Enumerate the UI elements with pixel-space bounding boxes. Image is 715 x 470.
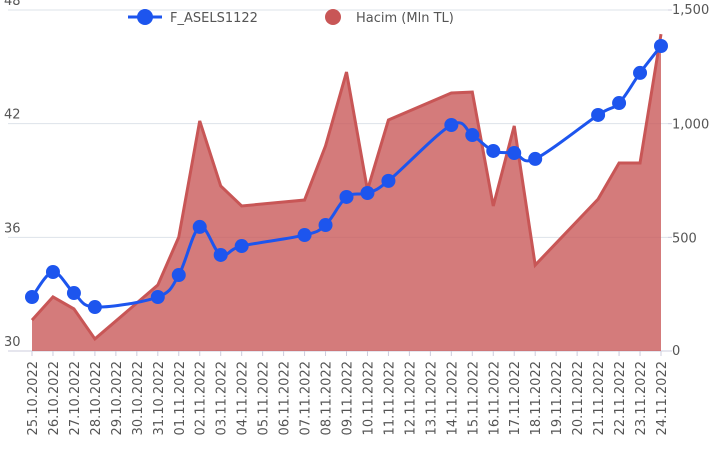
x-tick-label: 12.11.2022	[403, 361, 418, 435]
point	[507, 146, 522, 161]
point	[45, 265, 60, 280]
x-tick-label: 02.11.2022	[194, 361, 209, 435]
x-tick-label: 29.10.2022	[110, 361, 125, 435]
x-tick-label: 04.11.2022	[236, 361, 251, 435]
point	[381, 173, 396, 188]
point	[213, 247, 228, 262]
point	[360, 186, 375, 201]
point	[87, 300, 102, 315]
legend-item: F_ASELS1122	[128, 9, 258, 26]
y2-tick-label: 1,500	[672, 3, 709, 18]
x-tick-label: 07.11.2022	[299, 361, 314, 435]
x-tick-label: 18.11.2022	[529, 361, 544, 435]
x-tick-label: 25.10.2022	[26, 361, 41, 435]
x-tick-label: 27.10.2022	[68, 361, 83, 435]
legend-item: Hacim (Mln TL)	[325, 9, 454, 26]
point	[150, 290, 165, 305]
point	[444, 117, 459, 132]
x-tick-label: 24.11.2022	[655, 361, 670, 435]
x-tick-label: 11.11.2022	[382, 361, 397, 435]
legend-symbol	[325, 9, 341, 25]
x-tick-label: 06.11.2022	[278, 361, 293, 435]
point	[66, 286, 81, 301]
x-tick-label: 23.11.2022	[634, 361, 649, 435]
x-tick-label: 28.10.2022	[89, 361, 104, 435]
y-tick-label: 42	[4, 108, 21, 123]
legend-label: F_ASELS1122	[170, 11, 258, 26]
x-tick-label: 05.11.2022	[257, 361, 272, 435]
point	[234, 239, 249, 254]
y-tick-label: 48	[4, 0, 21, 9]
x-tick-label: 19.11.2022	[550, 361, 565, 435]
y2-tick-label: 500	[672, 231, 697, 246]
x-tick-label: 08.11.2022	[320, 361, 335, 435]
point	[465, 128, 480, 143]
point	[486, 143, 501, 158]
x-tick-label: 10.11.2022	[361, 361, 376, 435]
point	[612, 96, 627, 111]
point	[25, 290, 39, 305]
x-tick-label: 03.11.2022	[215, 361, 230, 435]
legend-label: Hacim (Mln TL)	[356, 11, 454, 26]
x-tick-label: 21.11.2022	[592, 361, 607, 435]
legend-symbol	[137, 9, 153, 25]
point	[339, 189, 354, 204]
x-tick-label: 16.11.2022	[487, 361, 502, 435]
x-tick-label: 31.10.2022	[152, 361, 167, 435]
point	[654, 38, 668, 53]
point	[633, 65, 648, 80]
x-tick-label: 26.10.2022	[47, 361, 62, 435]
y-tick-label: 30	[4, 335, 21, 350]
x-tick-label: 30.10.2022	[131, 361, 146, 435]
point	[591, 107, 606, 122]
x-tick-label: 20.11.2022	[571, 361, 586, 435]
y-tick-label: 36	[4, 221, 21, 236]
point	[297, 228, 312, 243]
point	[171, 268, 186, 283]
x-tick-label: 15.11.2022	[466, 361, 481, 435]
x-tick-label: 17.11.2022	[508, 361, 523, 435]
point	[318, 218, 333, 233]
x-tick-label: 14.11.2022	[445, 361, 460, 435]
y2-tick-label: 1,000	[672, 118, 709, 133]
x-tick-label: 22.11.2022	[613, 361, 628, 435]
y2-tick-label: 0	[672, 344, 680, 359]
x-tick-label: 13.11.2022	[424, 361, 439, 435]
x-tick-label: 01.11.2022	[173, 361, 188, 435]
point	[528, 151, 543, 166]
x-tick-label: 09.11.2022	[341, 361, 356, 435]
point	[192, 219, 207, 234]
